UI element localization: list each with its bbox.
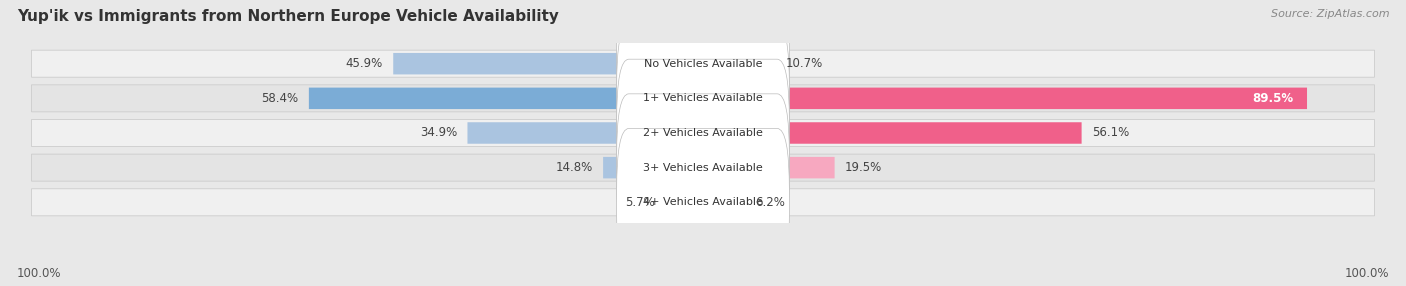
Text: 14.8%: 14.8% (555, 161, 593, 174)
FancyBboxPatch shape (394, 53, 628, 74)
Text: 19.5%: 19.5% (845, 161, 882, 174)
FancyBboxPatch shape (309, 88, 628, 109)
Text: 3+ Vehicles Available: 3+ Vehicles Available (643, 163, 763, 173)
Text: Yup'ik vs Immigrants from Northern Europe Vehicle Availability: Yup'ik vs Immigrants from Northern Europ… (17, 9, 558, 23)
FancyBboxPatch shape (617, 25, 789, 172)
FancyBboxPatch shape (31, 50, 1375, 77)
FancyBboxPatch shape (31, 85, 1375, 112)
FancyBboxPatch shape (617, 94, 789, 241)
FancyBboxPatch shape (467, 122, 628, 144)
Text: 56.1%: 56.1% (1091, 126, 1129, 140)
Text: Source: ZipAtlas.com: Source: ZipAtlas.com (1271, 9, 1389, 19)
FancyBboxPatch shape (778, 157, 835, 178)
Text: 1+ Vehicles Available: 1+ Vehicles Available (643, 93, 763, 103)
Text: 100.0%: 100.0% (1344, 267, 1389, 280)
Text: 6.2%: 6.2% (755, 196, 785, 209)
FancyBboxPatch shape (31, 189, 1375, 216)
Text: 58.4%: 58.4% (262, 92, 298, 105)
Text: 4+ Vehicles Available: 4+ Vehicles Available (643, 197, 763, 207)
Text: 34.9%: 34.9% (420, 126, 457, 140)
FancyBboxPatch shape (31, 120, 1375, 146)
FancyBboxPatch shape (778, 122, 1081, 144)
FancyBboxPatch shape (603, 157, 628, 178)
FancyBboxPatch shape (628, 192, 665, 213)
Text: 2+ Vehicles Available: 2+ Vehicles Available (643, 128, 763, 138)
FancyBboxPatch shape (617, 59, 789, 207)
Text: 10.7%: 10.7% (786, 57, 823, 70)
FancyBboxPatch shape (617, 0, 789, 138)
Text: 100.0%: 100.0% (17, 267, 62, 280)
Text: 45.9%: 45.9% (346, 57, 382, 70)
Text: No Vehicles Available: No Vehicles Available (644, 59, 762, 69)
FancyBboxPatch shape (775, 53, 778, 74)
FancyBboxPatch shape (778, 88, 1308, 109)
Text: 89.5%: 89.5% (1253, 92, 1294, 105)
FancyBboxPatch shape (617, 128, 789, 276)
FancyBboxPatch shape (31, 154, 1375, 181)
Text: 5.7%: 5.7% (624, 196, 654, 209)
FancyBboxPatch shape (745, 192, 778, 213)
